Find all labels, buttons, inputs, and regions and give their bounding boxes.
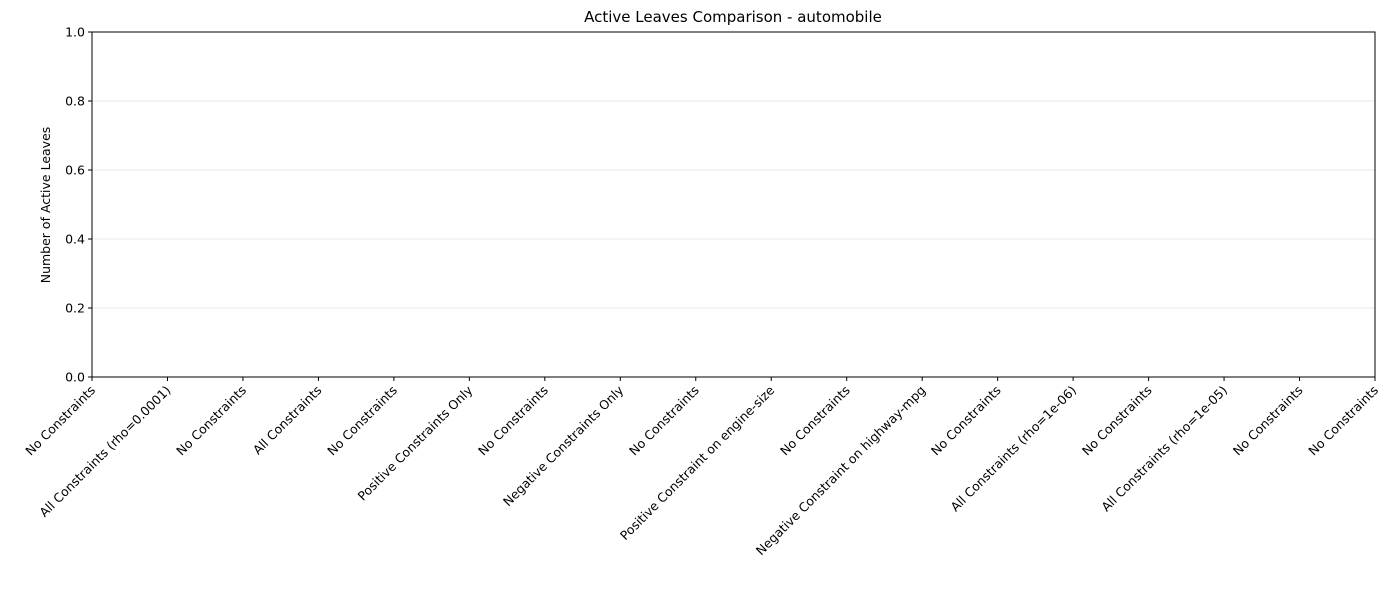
x-tick-label: Positive Constraint on engine-size	[617, 382, 778, 543]
y-tick-label: 1.0	[65, 25, 85, 40]
y-tick-label: 0.2	[65, 301, 85, 316]
y-tick-label: 0.4	[65, 232, 85, 247]
x-tick-label: No Constraints	[475, 383, 551, 459]
y-tick-label: 0.6	[65, 163, 85, 178]
x-tick-label: No Constraints	[324, 383, 400, 459]
y-tick-label: 0.8	[65, 94, 85, 109]
x-tick-label: All Constraints (rho=1e-05)	[1098, 383, 1230, 515]
x-tick-label: Negative Constraint on highway-mpg	[753, 383, 929, 559]
x-tick-label: All Constraints	[250, 383, 325, 458]
x-tick-label: All Constraints (rho=0.0001)	[36, 383, 173, 520]
y-axis-label: Number of Active Leaves	[38, 127, 53, 284]
y-tick-label: 0.0	[65, 370, 85, 385]
x-tick-label: No Constraints	[626, 383, 702, 459]
x-tick-label: Negative Constraints Only	[500, 382, 627, 509]
x-tick-label: No Constraints	[777, 383, 853, 459]
x-tick-label: No Constraints	[173, 383, 249, 459]
x-tick-label: No Constraints	[1230, 383, 1306, 459]
chart-title: Active Leaves Comparison - automobile	[584, 8, 882, 26]
x-tick-label: No Constraints	[1305, 383, 1381, 459]
x-tick-label: No Constraints	[22, 383, 98, 459]
axes-frame	[91, 31, 1376, 378]
x-tick-label: All Constraints (rho=1e-06)	[947, 383, 1079, 515]
x-tick-label: No Constraints	[1079, 383, 1155, 459]
x-tick-label: No Constraints	[928, 383, 1004, 459]
